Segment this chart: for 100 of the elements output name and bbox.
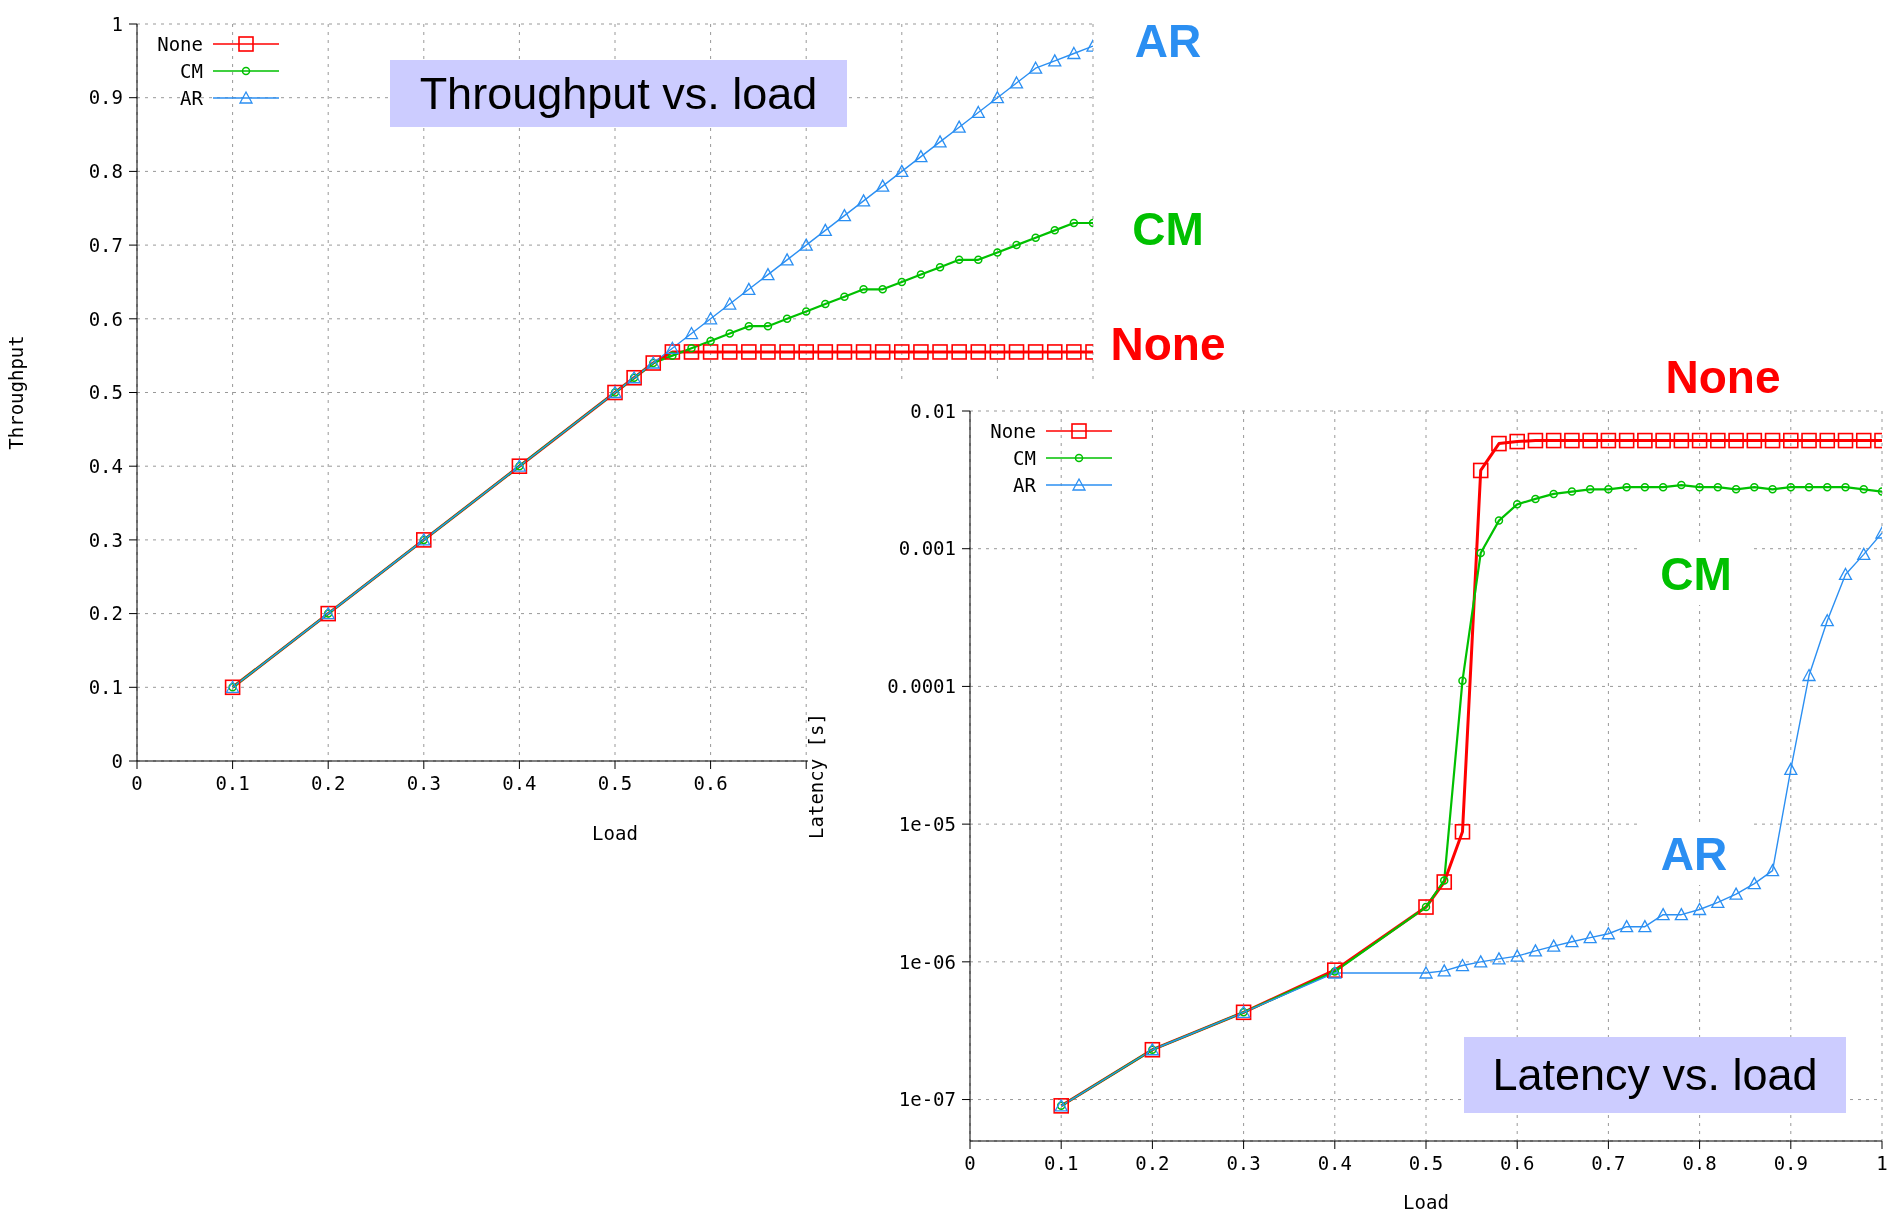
point xyxy=(933,135,947,148)
y-tick-label: 1e-06 xyxy=(898,950,956,973)
point xyxy=(1710,432,1726,449)
text: None xyxy=(1648,346,1798,408)
x-tick-label: 0.6 xyxy=(1500,1152,1535,1175)
x-tick-label: 0.2 xyxy=(1135,1152,1170,1175)
point xyxy=(1783,432,1799,449)
point xyxy=(780,253,794,266)
point xyxy=(1050,226,1060,235)
y-tick-label: 0 xyxy=(111,749,123,772)
y-tick-label: 0.01 xyxy=(910,399,956,422)
point xyxy=(894,344,910,360)
x-tick-label: 0.2 xyxy=(311,772,346,795)
legend-label: None xyxy=(989,419,1036,442)
point xyxy=(1784,762,1798,775)
legend-label: CM xyxy=(1012,446,1036,469)
point xyxy=(1786,482,1796,492)
point xyxy=(993,248,1002,257)
point xyxy=(1819,432,1836,449)
point xyxy=(1527,432,1544,449)
y-axis-title: Latency [s] xyxy=(804,713,827,839)
y-tick-label: 0.6 xyxy=(88,307,123,330)
point xyxy=(1046,344,1063,360)
point xyxy=(1728,432,1744,449)
point xyxy=(664,344,681,360)
point xyxy=(1692,902,1707,916)
point xyxy=(821,299,830,309)
x-tick-label: 1 xyxy=(1876,1152,1888,1175)
point xyxy=(1567,487,1577,496)
point xyxy=(1510,949,1524,962)
point xyxy=(1838,567,1853,581)
x-axis-title: Load xyxy=(592,822,638,844)
point xyxy=(974,255,983,265)
point xyxy=(1583,930,1597,944)
point xyxy=(1474,955,1488,968)
x-tick-label: 0.1 xyxy=(215,772,250,795)
point xyxy=(1841,482,1850,492)
point xyxy=(1455,958,1470,972)
point xyxy=(1067,46,1081,60)
y-tick-label: 0.001 xyxy=(898,537,956,560)
point xyxy=(1048,54,1062,67)
point xyxy=(1801,432,1817,449)
point xyxy=(1545,432,1562,449)
point xyxy=(723,297,737,310)
point xyxy=(1711,895,1725,909)
point xyxy=(1494,516,1504,525)
point xyxy=(702,344,719,360)
point xyxy=(990,91,1005,104)
point xyxy=(1601,927,1616,940)
point xyxy=(1512,500,1522,509)
y-tick-label: 0.1 xyxy=(88,676,123,699)
point xyxy=(801,307,811,316)
point xyxy=(1713,482,1723,492)
x-tick-label: 0.4 xyxy=(1317,1152,1352,1175)
point xyxy=(1859,485,1869,494)
point xyxy=(1066,344,1082,360)
point xyxy=(874,344,891,360)
point xyxy=(742,282,756,295)
annotation: CM xyxy=(1641,543,1751,605)
point xyxy=(1436,874,1453,890)
point xyxy=(1691,432,1708,449)
y-tick-label: 0.0001 xyxy=(887,675,956,698)
point xyxy=(897,277,907,287)
y-tick-label: 0.7 xyxy=(88,233,123,256)
point xyxy=(1454,823,1471,840)
y-tick-label: 1 xyxy=(111,12,123,35)
point xyxy=(1750,482,1759,492)
point xyxy=(1437,964,1451,977)
point xyxy=(1549,489,1558,499)
point xyxy=(665,341,680,354)
text: CM xyxy=(1098,198,1238,260)
point xyxy=(799,238,813,251)
point xyxy=(1472,462,1489,479)
point xyxy=(837,208,852,222)
point xyxy=(1027,344,1044,360)
point xyxy=(1695,482,1704,492)
point xyxy=(989,344,1006,360)
point xyxy=(1069,218,1079,228)
point xyxy=(1837,432,1854,449)
point xyxy=(1823,482,1832,492)
point xyxy=(1638,920,1652,933)
point xyxy=(913,344,929,360)
legend-label: CM xyxy=(179,59,203,82)
point xyxy=(971,105,985,119)
text: None xyxy=(1098,313,1238,375)
y-tick-label: 0.3 xyxy=(88,528,123,551)
point xyxy=(895,164,909,178)
point xyxy=(761,267,775,281)
point xyxy=(914,150,928,163)
x-tick-label: 0.7 xyxy=(1591,1152,1626,1175)
point xyxy=(1012,240,1021,250)
point xyxy=(684,326,699,340)
y-tick-label: 0.2 xyxy=(88,602,123,625)
point xyxy=(683,344,700,360)
point xyxy=(1618,432,1635,449)
point xyxy=(1674,908,1689,921)
point xyxy=(1640,482,1650,492)
point xyxy=(876,179,890,192)
text: AR xyxy=(1098,10,1238,72)
x-tick-label: 0.5 xyxy=(1408,1152,1444,1175)
